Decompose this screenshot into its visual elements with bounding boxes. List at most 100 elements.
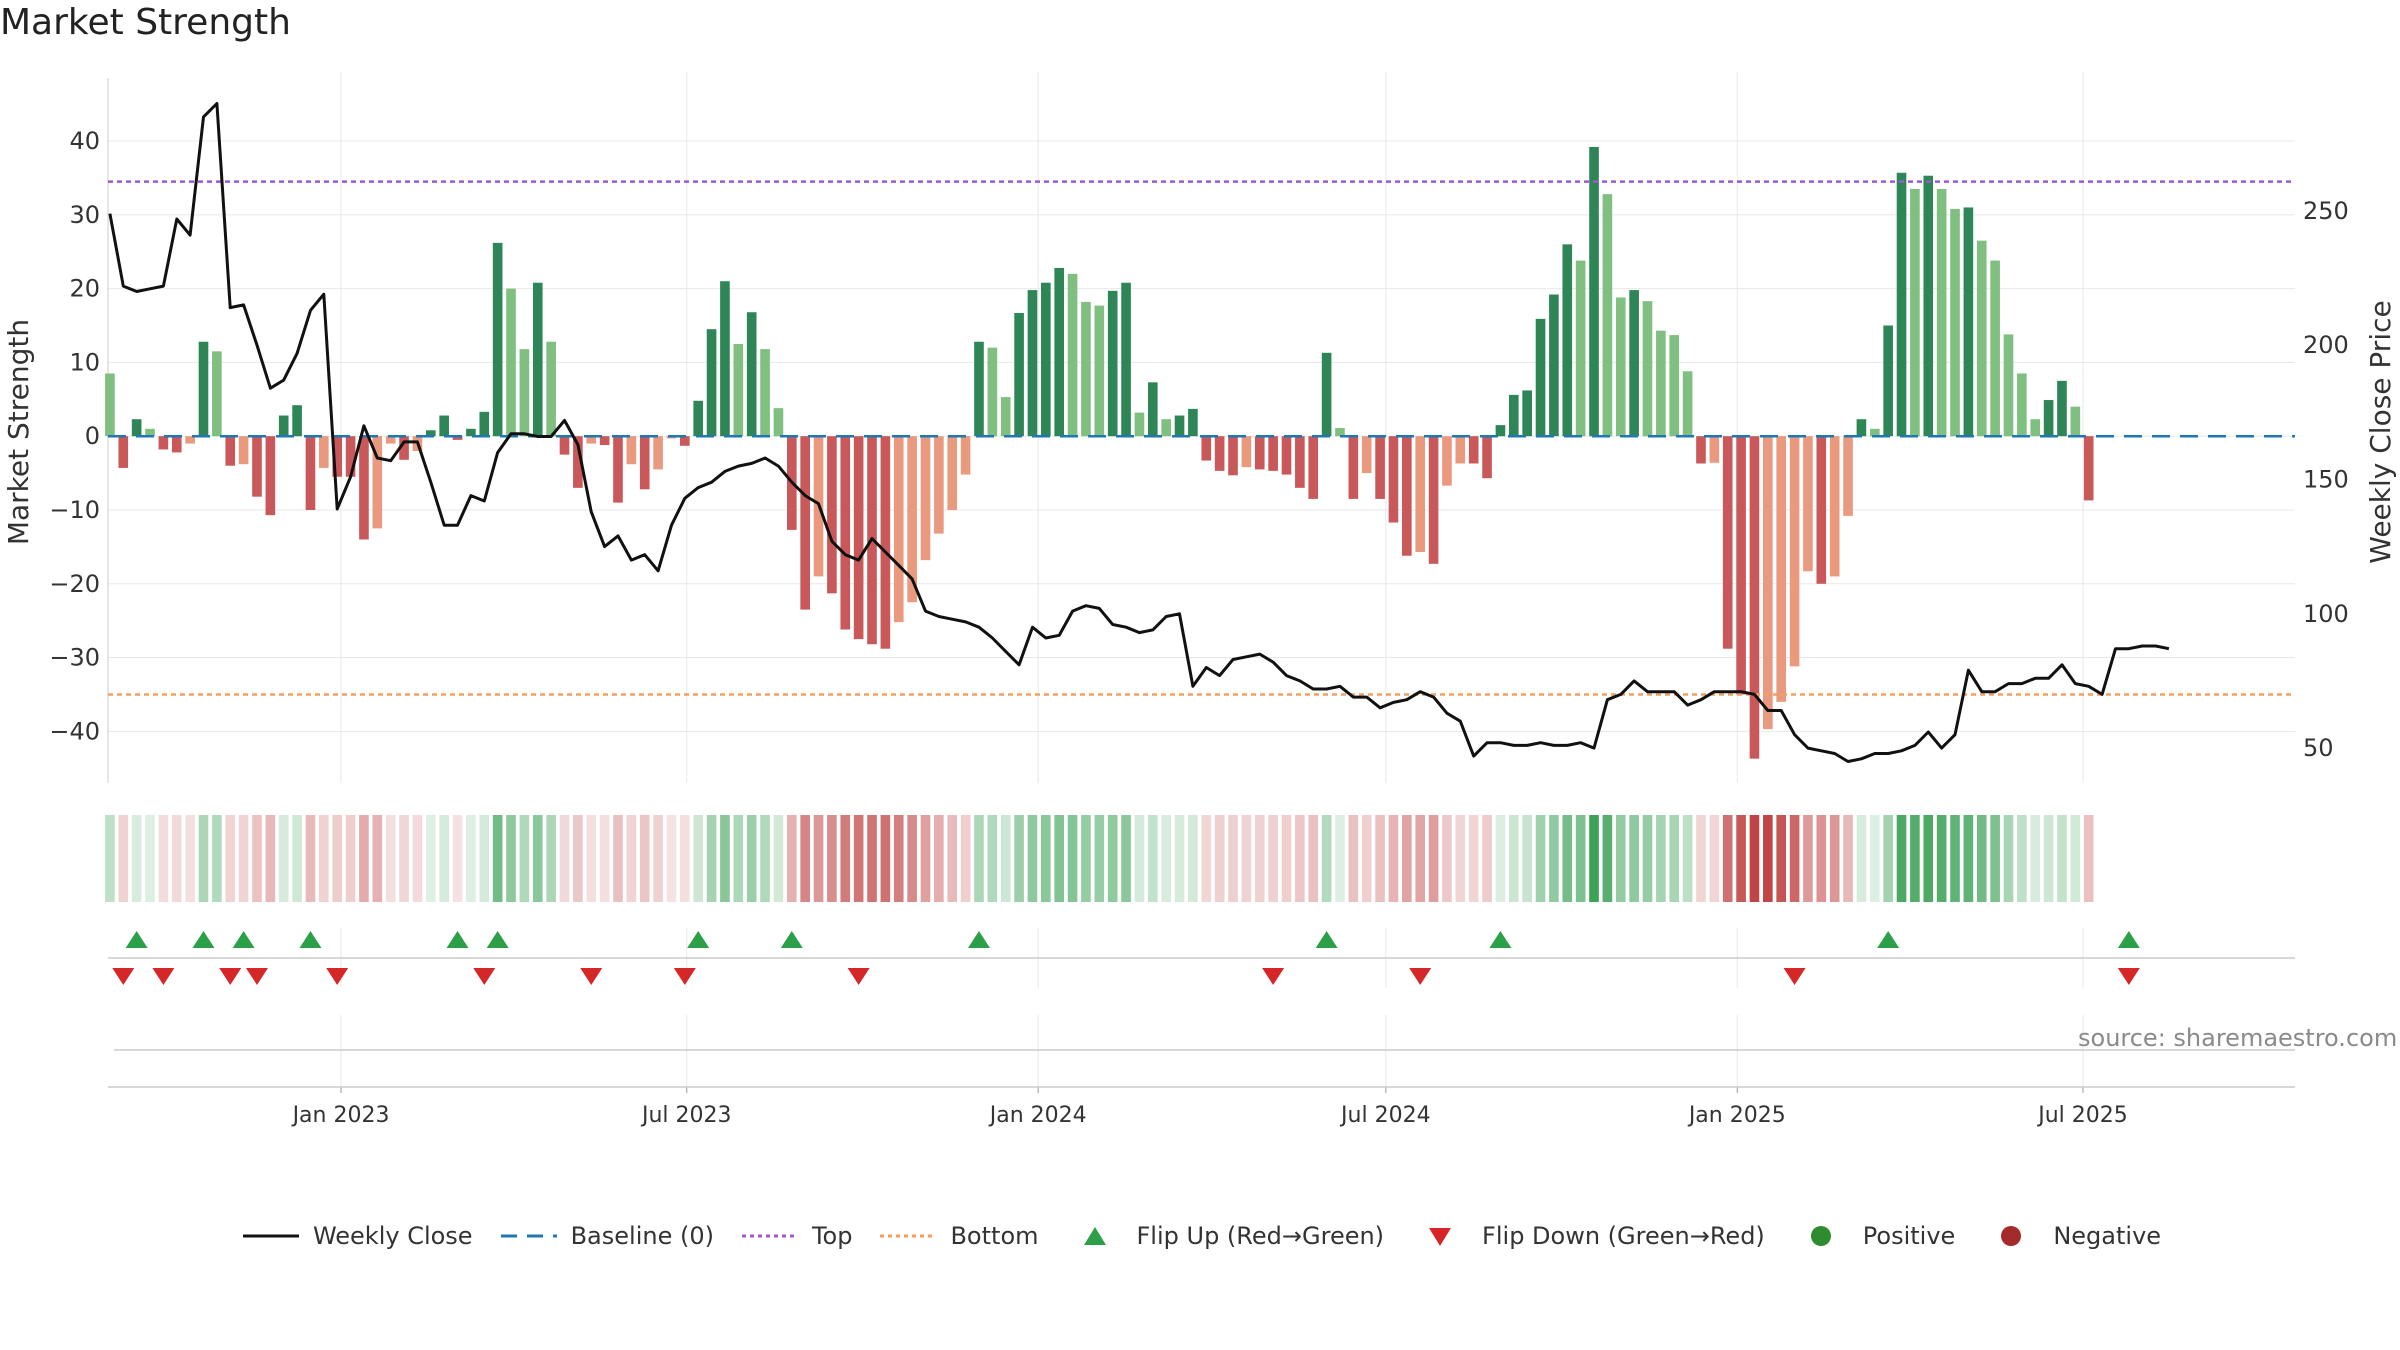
strength-bar bbox=[1508, 394, 1519, 437]
strength-heat-cell bbox=[145, 815, 155, 902]
strength-bar bbox=[920, 436, 931, 561]
strength-bar bbox=[1829, 436, 1840, 577]
strength-heat-cell bbox=[305, 815, 316, 902]
strength-bar bbox=[1696, 436, 1706, 464]
strength-heat-cell bbox=[827, 815, 837, 902]
y-left-tick-label: 20 bbox=[69, 275, 100, 303]
flip-down-marker bbox=[673, 968, 696, 985]
strength-heat-cell bbox=[1041, 815, 1051, 902]
x-tick-label: Jul 2023 bbox=[640, 1103, 732, 1128]
strength-bar bbox=[1361, 436, 1372, 474]
strength-bar bbox=[1348, 436, 1359, 499]
strength-heat-cell bbox=[519, 815, 530, 902]
x-tick-label: Jul 2025 bbox=[2036, 1103, 2128, 1128]
strength-bar bbox=[466, 428, 476, 437]
legend-label: Baseline (0) bbox=[570, 1222, 714, 1250]
strength-heat-cell bbox=[412, 815, 423, 902]
strength-heat-cell bbox=[853, 815, 864, 902]
strength-bar bbox=[893, 436, 904, 623]
strength-bar bbox=[1081, 301, 1091, 437]
strength-heat-cell bbox=[680, 815, 690, 902]
legend-symbol-top bbox=[741, 1234, 798, 1238]
x-tick-label: Jan 2025 bbox=[1687, 1103, 1786, 1128]
strength-heat-cell bbox=[1829, 815, 1840, 902]
strength-heat-cell bbox=[1254, 815, 1265, 902]
x-tick-label: Jan 2023 bbox=[291, 1103, 390, 1128]
strength-bar bbox=[158, 436, 169, 450]
strength-heat-cell bbox=[907, 815, 917, 902]
strength-heat-cell bbox=[773, 815, 784, 902]
y-right-tick-label: 250 bbox=[2303, 197, 2349, 225]
strength-bar bbox=[1442, 436, 1452, 486]
strength-heat-cell bbox=[613, 815, 623, 902]
strength-bar bbox=[1976, 240, 1987, 437]
strength-bar bbox=[1602, 194, 1613, 437]
strength-heat-cell bbox=[1295, 815, 1305, 902]
strength-bar bbox=[319, 436, 329, 468]
strength-bar bbox=[680, 436, 690, 446]
strength-bar bbox=[238, 436, 249, 465]
flip-up-marker bbox=[780, 931, 803, 948]
strength-heat-cell bbox=[1094, 815, 1105, 902]
legend-symbol-bottom bbox=[880, 1234, 937, 1238]
strength-heat-cell bbox=[1856, 815, 1867, 902]
strength-heat-cell bbox=[573, 815, 583, 902]
strength-heat-cell bbox=[1789, 815, 1800, 902]
strength-heat-cell bbox=[746, 815, 757, 902]
strength-bar bbox=[1722, 436, 1733, 649]
strength-bar bbox=[2003, 334, 2014, 437]
strength-heat-cell bbox=[813, 815, 824, 902]
strength-heat-cell bbox=[479, 815, 490, 902]
y-right-axis-label: Weekly Close Price bbox=[2364, 300, 2397, 563]
strength-bar bbox=[1468, 436, 1479, 464]
strength-heat-cell bbox=[1000, 815, 1011, 902]
strength-heat-cell bbox=[786, 815, 797, 902]
y-right-tick-label: 200 bbox=[2303, 331, 2349, 359]
strength-heat-cell bbox=[1027, 815, 1038, 902]
strength-bar bbox=[1107, 290, 1118, 437]
strength-bar bbox=[332, 436, 343, 477]
strength-heat-cell bbox=[1522, 815, 1532, 902]
strength-bar bbox=[960, 436, 971, 475]
y-left-tick-label: 30 bbox=[69, 201, 100, 229]
flip-down-marker bbox=[847, 968, 870, 985]
strength-bar bbox=[399, 436, 409, 460]
strength-heat-cell bbox=[1214, 815, 1225, 902]
strength-heat-cell bbox=[800, 815, 810, 902]
strength-bar bbox=[1749, 436, 1760, 759]
strength-heat-cell bbox=[1442, 815, 1452, 902]
flip-down-marker bbox=[1783, 968, 1806, 985]
strength-bar bbox=[1214, 436, 1225, 471]
strength-heat-cell bbox=[1241, 815, 1252, 902]
strength-heat-cell bbox=[158, 815, 169, 902]
flip-up-marker bbox=[687, 931, 710, 948]
strength-bar bbox=[1041, 282, 1051, 437]
legend-label: Flip Up (Red→Green) bbox=[1136, 1222, 1385, 1250]
strength-heat-cell bbox=[920, 815, 931, 902]
strength-heat-cell bbox=[974, 815, 984, 902]
strength-bar bbox=[1656, 330, 1666, 437]
strength-bar bbox=[1094, 305, 1105, 437]
strength-bar bbox=[265, 436, 276, 516]
strength-bar bbox=[452, 436, 463, 440]
flip-up-marker bbox=[232, 931, 255, 948]
strength-bar bbox=[118, 436, 129, 468]
strength-heat-cell bbox=[1722, 815, 1733, 902]
strength-bar bbox=[252, 436, 262, 497]
strength-bar bbox=[345, 436, 356, 477]
strength-bar bbox=[1936, 188, 1947, 437]
strength-bar bbox=[1428, 436, 1439, 564]
strength-bar bbox=[1763, 436, 1773, 730]
strength-bar bbox=[1549, 294, 1559, 437]
strength-bar bbox=[1575, 260, 1586, 437]
strength-bar bbox=[425, 430, 436, 437]
strength-bar bbox=[1121, 282, 1131, 437]
strength-bar bbox=[773, 408, 784, 437]
strength-heat-cell bbox=[693, 815, 704, 902]
strength-heat-cell bbox=[599, 815, 610, 902]
legend-label: Positive bbox=[1862, 1222, 1956, 1250]
y-left-tick-label: −10 bbox=[49, 496, 100, 524]
strength-heat-cell bbox=[1508, 815, 1519, 902]
strength-heat-cell bbox=[118, 815, 129, 902]
strength-heat-cell bbox=[425, 815, 436, 902]
